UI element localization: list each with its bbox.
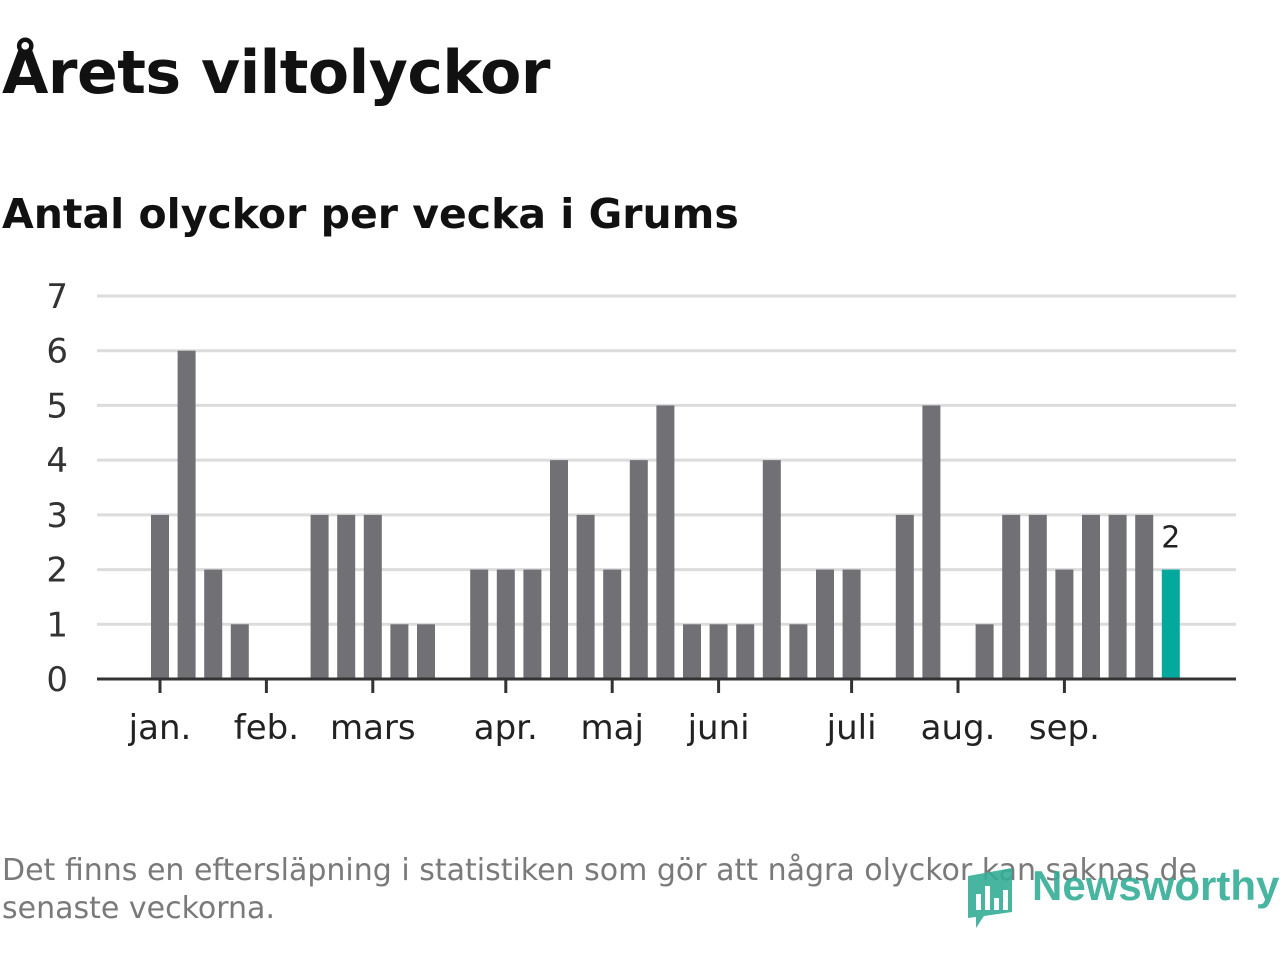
bar[interactable]: [603, 569, 622, 679]
y-tick-label: 1: [46, 605, 68, 645]
x-tick-label: juni: [687, 708, 750, 748]
bar[interactable]: [496, 569, 515, 679]
y-tick-label: 0: [46, 660, 68, 700]
x-tick-label: juli: [826, 708, 877, 748]
bar-value-label: 2: [1161, 521, 1180, 556]
bar[interactable]: [1028, 514, 1047, 679]
bar[interactable]: [417, 624, 435, 679]
bar[interactable]: [816, 569, 834, 679]
bar[interactable]: [629, 460, 648, 679]
bar[interactable]: [842, 569, 861, 679]
y-tick-label: 4: [46, 441, 68, 481]
bar[interactable]: [683, 624, 701, 679]
bar[interactable]: [177, 350, 196, 679]
y-tick-label: 3: [46, 496, 68, 536]
bar[interactable]: [576, 514, 595, 679]
bar[interactable]: [1055, 569, 1074, 679]
bar[interactable]: [1002, 514, 1021, 679]
bar[interactable]: [1108, 514, 1127, 679]
bar[interactable]: [789, 624, 808, 679]
bar-chart: 0 1 2 3 4 5 6 7 2 jan. feb. mars apr. maj juni juli aug.…: [46, 277, 1236, 748]
x-tick-label: mars: [330, 708, 416, 748]
y-tick-label: 5: [46, 386, 68, 426]
bar[interactable]: [230, 624, 249, 679]
bar[interactable]: [523, 569, 542, 679]
x-tick-label: sep.: [1029, 708, 1100, 748]
y-tick-label: 6: [46, 332, 68, 372]
bar[interactable]: [736, 624, 755, 679]
bar[interactable]: [390, 624, 409, 679]
y-tick-label: 7: [46, 277, 68, 317]
bar[interactable]: [1135, 514, 1154, 679]
bar[interactable]: [1082, 514, 1100, 679]
bar[interactable]: [151, 514, 169, 679]
bar[interactable]: [550, 460, 568, 679]
x-tick-label: apr.: [474, 708, 538, 748]
x-tick-label: feb.: [234, 708, 299, 748]
x-tick-label: maj: [580, 708, 643, 748]
bar[interactable]: [656, 405, 675, 679]
bar[interactable]: [470, 569, 489, 679]
chart-title: Årets viltolyckor: [2, 38, 551, 108]
bar[interactable]: [922, 405, 941, 679]
x-axis: [97, 677, 1236, 693]
bar[interactable]: [762, 460, 781, 679]
axis-labels: 0 1 2 3 4 5 6 7 2 jan. feb. mars apr. maj juni juli aug.…: [46, 277, 1180, 748]
bar[interactable]: [895, 514, 914, 679]
bars: [151, 350, 1180, 679]
bar[interactable]: [337, 514, 356, 679]
bar[interactable]: [363, 514, 382, 679]
bar[interactable]: [709, 624, 728, 679]
chart-subtitle: Antal olyckor per vecka i Grums: [2, 190, 739, 238]
x-tick-label: jan.: [128, 708, 192, 748]
bar[interactable]: [204, 569, 223, 679]
bar[interactable]: [975, 624, 994, 679]
y-tick-label: 2: [46, 551, 68, 591]
x-tick-label: aug.: [921, 708, 996, 748]
newsworthy-logo-icon: [968, 868, 1012, 928]
bar[interactable]: [310, 514, 329, 679]
newsworthy-logo-text: Newsworthy: [1032, 862, 1280, 909]
newsworthy-logo[interactable]: Newsworthy: [962, 862, 1280, 934]
bar-current-week[interactable]: [1161, 569, 1180, 679]
